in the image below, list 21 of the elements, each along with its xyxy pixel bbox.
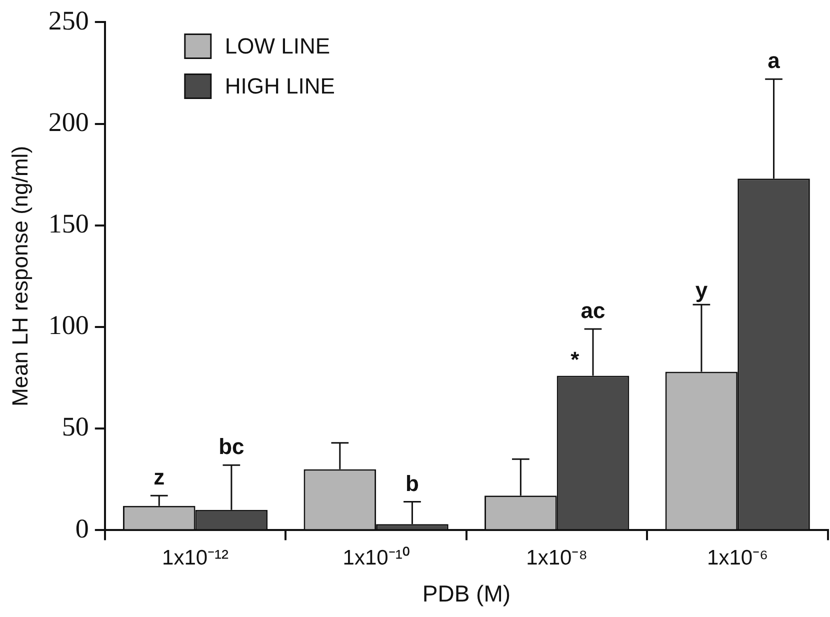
legend-label: LOW LINE (224, 33, 330, 58)
y-tick-label: 250 (48, 5, 89, 36)
y-axis-title: Mean LH response (ng/ml) (7, 146, 32, 406)
y-tick-label: 150 (48, 208, 89, 238)
legend-label: HIGH LINE (224, 73, 335, 98)
x-axis-title: PDB (M) (422, 580, 511, 607)
x-tick-label: 1x10⁻¹² (162, 546, 229, 570)
y-tick-label: 0 (75, 513, 89, 544)
y-tick-label: 50 (62, 412, 89, 442)
annotation: a (768, 48, 781, 74)
annotation: ac (580, 298, 606, 324)
annotation: y (695, 278, 708, 303)
annotation: b (405, 470, 419, 496)
annotation: * (570, 346, 580, 372)
annotation: z (154, 464, 165, 490)
y-tick-label: 200 (48, 106, 89, 137)
x-tick-label: 1x10⁻⁸ (526, 546, 588, 570)
annotation: bc (218, 434, 244, 460)
y-tick-label: 100 (48, 310, 89, 340)
x-tick-label: 1x10⁻¹⁰ (342, 546, 410, 570)
x-tick-label: 1x10⁻⁶ (707, 546, 768, 570)
